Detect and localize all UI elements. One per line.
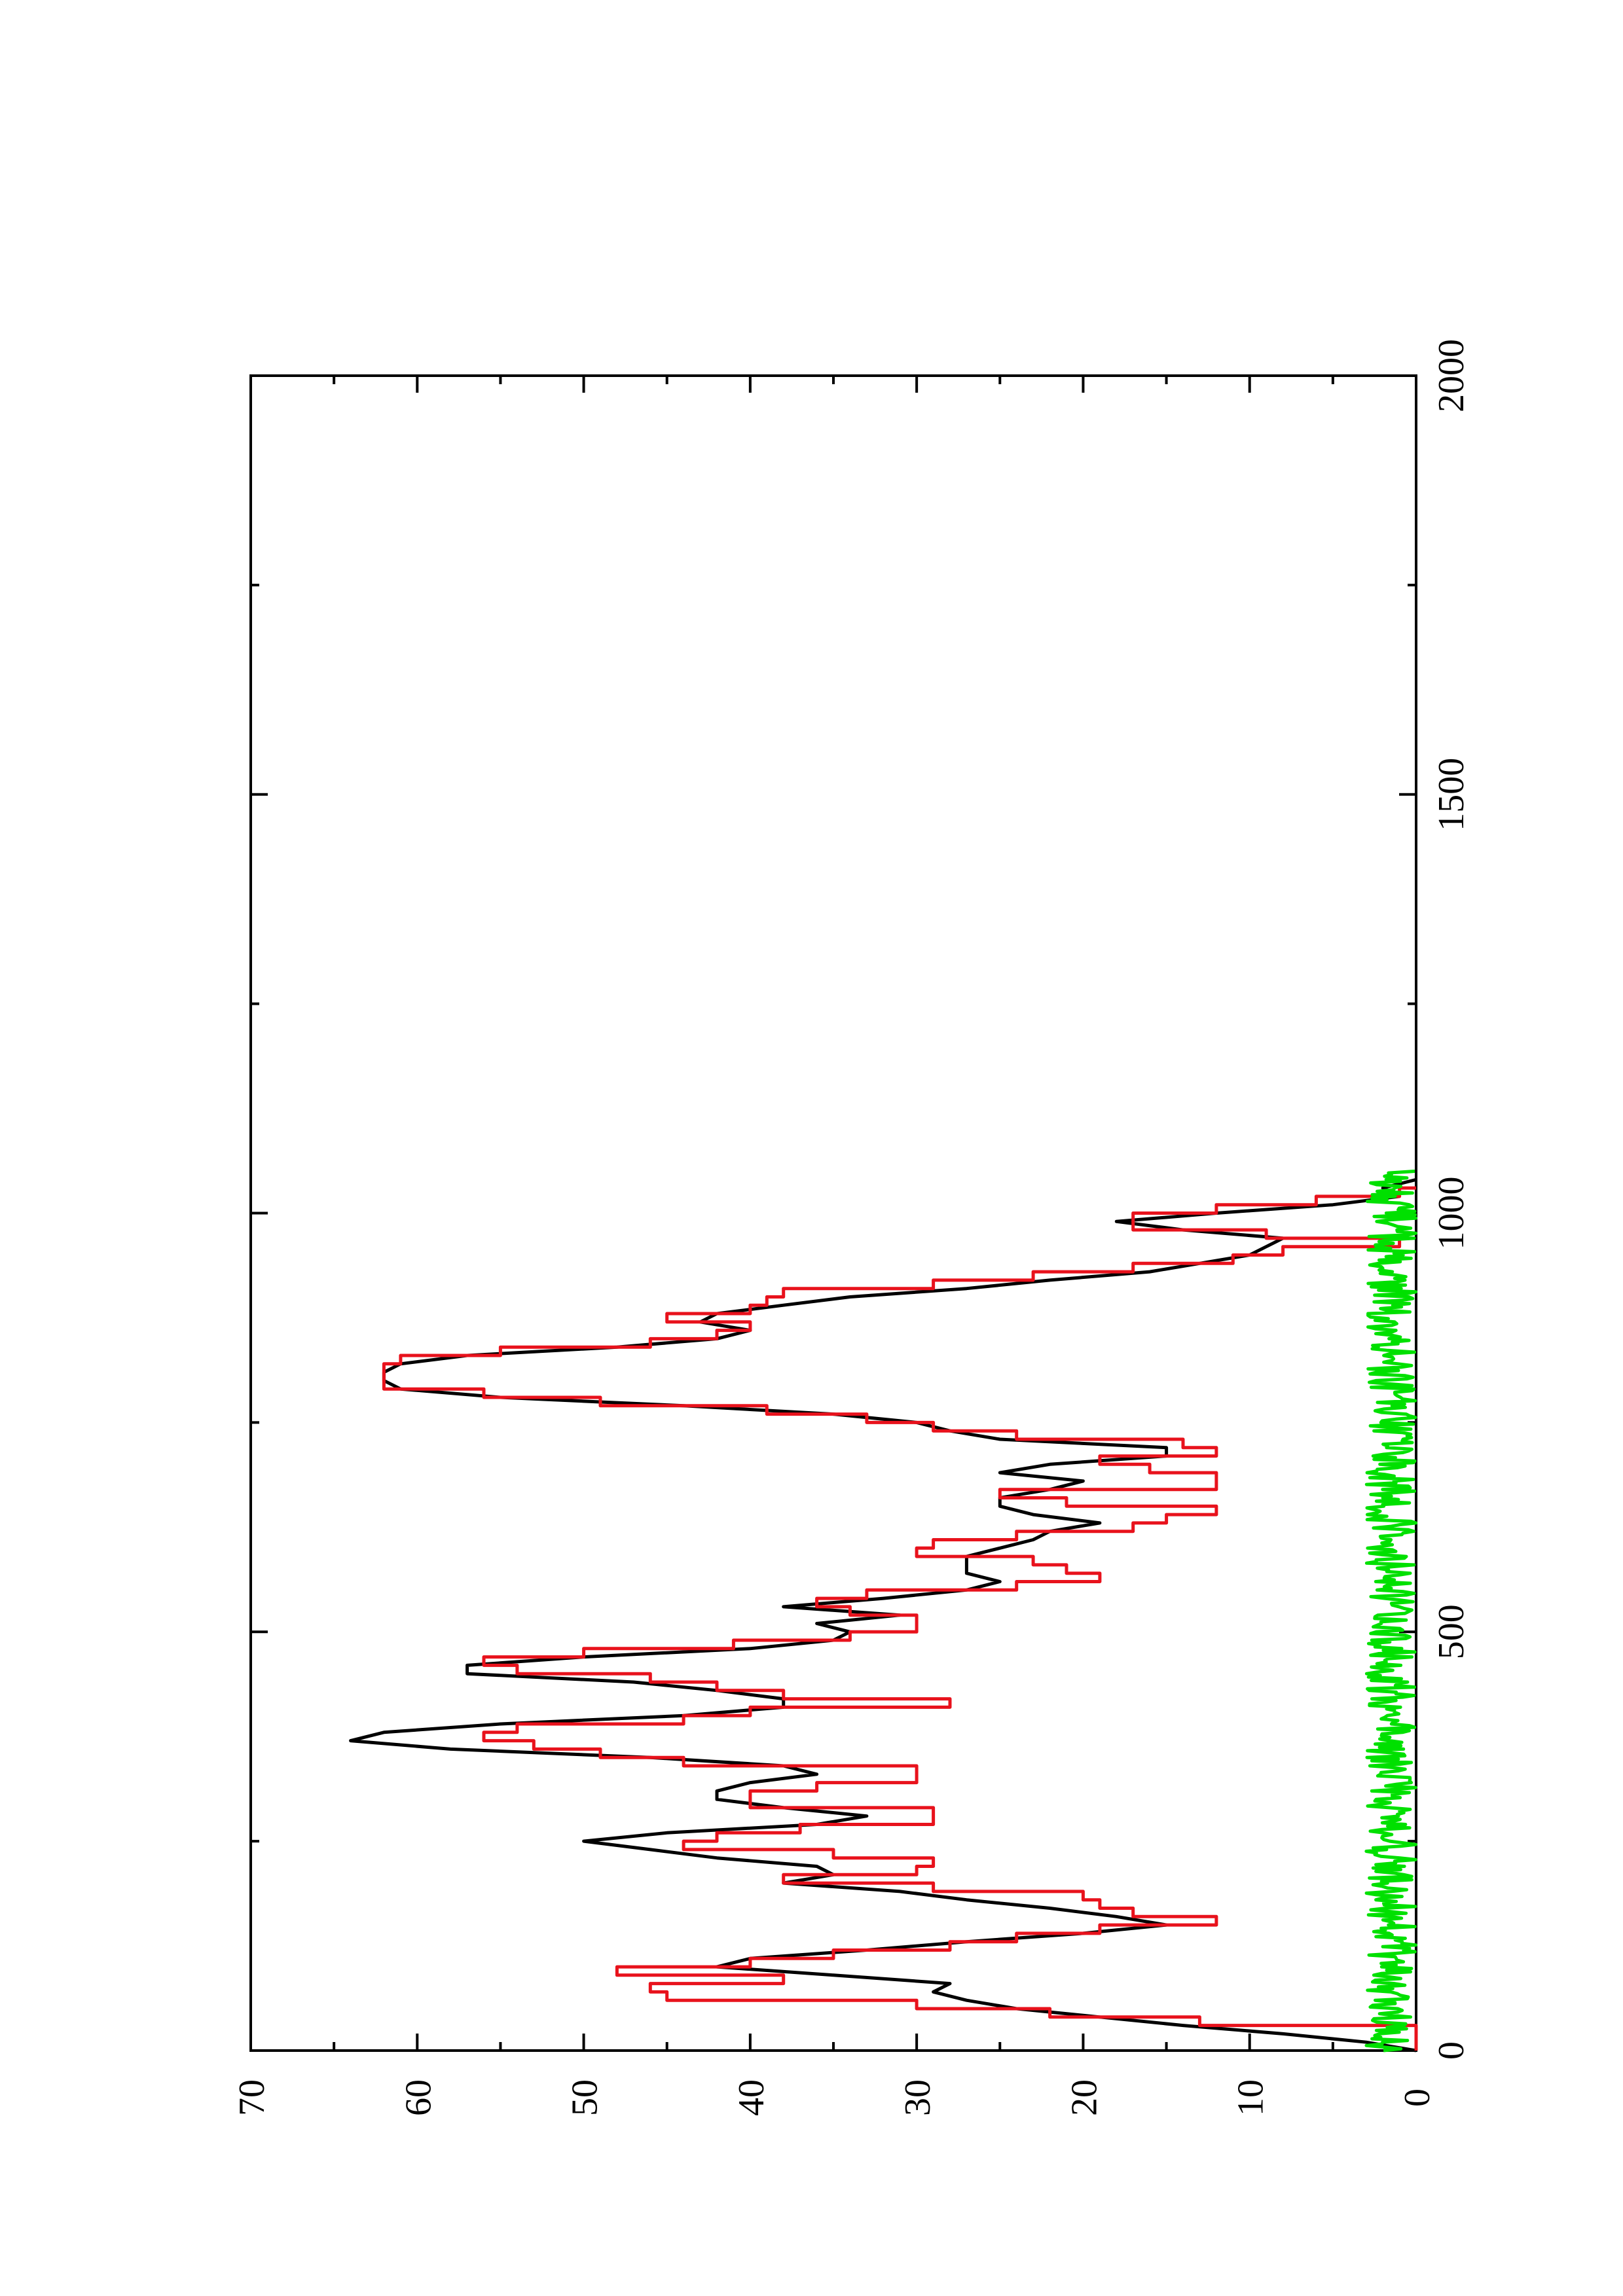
plot-area: 0 500 1000 1500 2000 0 10 20 30 40 50 60 70 <box>232 339 1472 2116</box>
y-tick-label: 60 <box>398 2079 439 2116</box>
y-tick-label: 40 <box>731 2079 772 2116</box>
plot-frame <box>249 374 1417 2052</box>
x-tick-label: 0 <box>1431 2041 1472 2060</box>
x-tick-label: 1500 <box>1431 758 1472 831</box>
y-tick-label: 20 <box>1064 2079 1104 2116</box>
y-tick-label: 30 <box>898 2079 938 2116</box>
y-tick-label: 50 <box>565 2079 606 2116</box>
series-line-2 <box>382 1186 1418 2051</box>
y-tick-label: 70 <box>232 2079 272 2116</box>
y-tick-label: 10 <box>1231 2079 1271 2116</box>
x-tick-label: 500 <box>1431 1604 1472 1659</box>
y-tick-label: 0 <box>1397 2089 1438 2107</box>
series-line-3 <box>1364 1170 1418 2053</box>
x-tick-label: 1000 <box>1431 1177 1472 1250</box>
x-tick-label: 2000 <box>1431 339 1472 412</box>
